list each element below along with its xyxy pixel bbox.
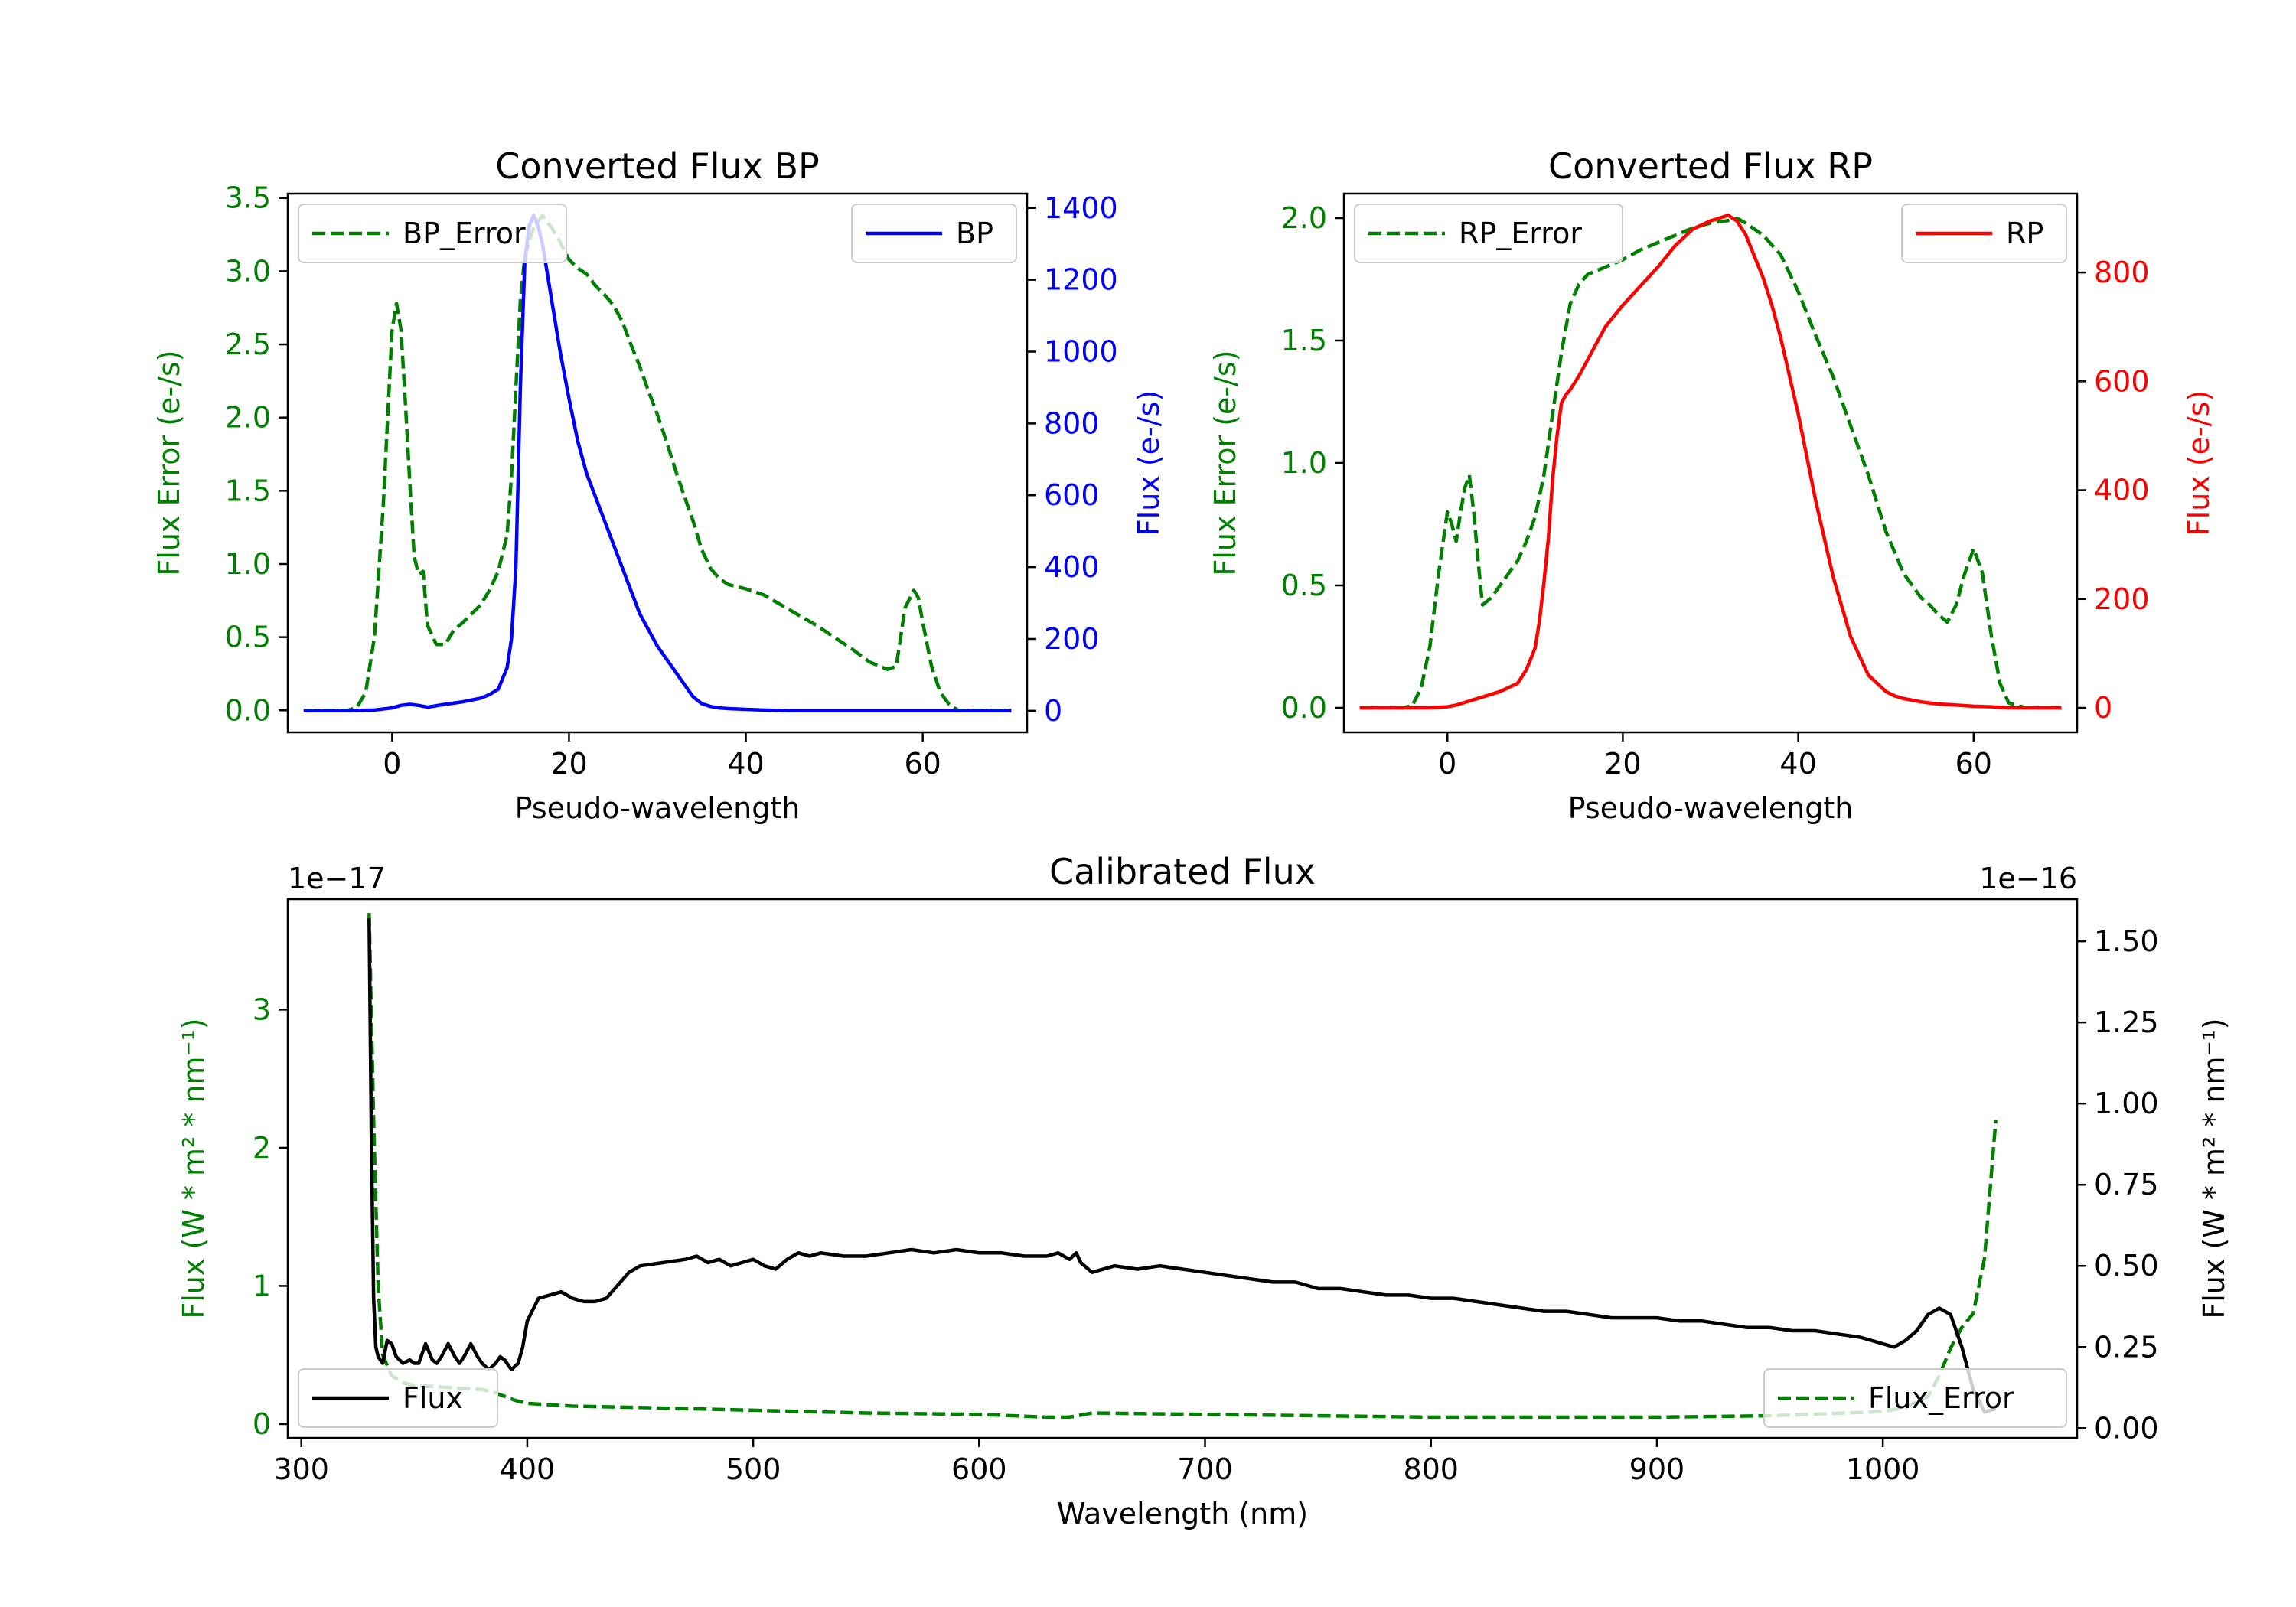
cal-xtick-label: 800 <box>1403 1452 1459 1486</box>
cal-xtick-label: 700 <box>1177 1452 1233 1486</box>
cal-ytick-left-label: 2 <box>253 1131 271 1165</box>
cal-x-axis-label: Wavelength (nm) <box>1057 1497 1308 1530</box>
rp-chart-title: Converted Flux RP <box>1548 145 1873 187</box>
cal-offset-left: 1e−17 <box>288 862 386 895</box>
bp-series-bp <box>303 213 1012 713</box>
cal-xtick-label: 400 <box>500 1452 556 1486</box>
bp-ytick-left-label: 1.5 <box>225 474 271 507</box>
cal-ytick-right-label: 1.00 <box>2094 1087 2159 1120</box>
bp-ytick-right-label: 1000 <box>1044 335 1118 369</box>
rp-legend-rp: RP <box>1901 204 2067 263</box>
bp-xtick-label: 20 <box>550 747 587 781</box>
rp-panel: 0 20 40 60 0.0 0.5 1.0 1.5 2.0 0 200 400 600 800 Conve… <box>1208 145 2216 825</box>
cal-xtick-label: 900 <box>1629 1452 1685 1486</box>
rp-y-axis-label-right: Flux (e-/s) <box>2182 390 2216 536</box>
bp-legend-box <box>298 204 567 263</box>
cal-ytick-right-label: 0.25 <box>2094 1330 2159 1364</box>
rp-ytick-right-label: 800 <box>2094 256 2150 289</box>
bp-axes-frame <box>286 192 1029 734</box>
rp-series-rp-error <box>1359 216 2062 710</box>
rp-y-axis-label-left: Flux Error (e-/s) <box>1208 350 1242 575</box>
bp-ytick-right-label: 1400 <box>1044 191 1118 225</box>
bp-ytick-left-label: 2.5 <box>225 328 271 361</box>
cal-legend-flux: Flux <box>298 1368 498 1428</box>
cal-ytick-left-label: 1 <box>253 1269 271 1302</box>
rp-ytick-left-label: 1.5 <box>1281 324 1327 357</box>
rp-ytick-left-label: 0.5 <box>1281 569 1327 602</box>
bp-ytick-left-label: 2.0 <box>225 401 271 435</box>
cal-legend-label: Flux_Error <box>1868 1381 2014 1415</box>
cal-ytick-right-label: 1.25 <box>2094 1006 2159 1039</box>
cal-ytick-right-label: 1.50 <box>2094 924 2159 958</box>
cal-ytick-right-label: 0.50 <box>2094 1249 2159 1283</box>
rp-legend-label: RP_Error <box>1459 217 1582 250</box>
cal-ytick-left-label: 0 <box>253 1407 271 1441</box>
bp-ytick-right-label: 800 <box>1044 406 1100 440</box>
bp-ytick-right-label: 600 <box>1044 478 1100 512</box>
bp-legend-label: BP_Error <box>403 217 526 250</box>
bp-chart-title: Converted Flux BP <box>495 145 820 187</box>
rp-xtick-label: 0 <box>1438 747 1456 781</box>
bp-xtick-label: 40 <box>727 747 764 781</box>
cal-y-axis-label-right: Flux (W * m² * nm⁻¹) <box>2197 1018 2231 1319</box>
rp-ytick-right-label: 0 <box>2094 691 2112 725</box>
bp-panel: 0 20 40 60 0.0 0.5 1.0 1.5 2.0 2.5 3.0 3.5 0 200 400 60… <box>152 145 1166 825</box>
cal-xtick-label: 500 <box>726 1452 781 1486</box>
rp-ytick-left-label: 0.0 <box>1281 691 1327 725</box>
rp-ytick-right-label: 200 <box>2094 582 2150 616</box>
cal-y-axis-label-left: Flux (W * m² * nm⁻¹) <box>177 1018 210 1319</box>
bp-legend-bp-error: BP_Error <box>298 204 567 263</box>
bp-ytick-left-label: 3.5 <box>225 181 271 215</box>
cal-offset-right: 1e−16 <box>1979 862 2077 895</box>
rp-legend-rp-error: RP_Error <box>1354 204 1623 263</box>
bp-y-axis-label-right: Flux (e-/s) <box>1132 390 1166 536</box>
bp-ytick-left-label: 3.0 <box>225 254 271 288</box>
bp-ytick-right-label: 0 <box>1044 694 1062 728</box>
cal-series-flux <box>367 918 1997 1414</box>
rp-legend-label: RP <box>2006 217 2043 250</box>
bp-xtick-label: 60 <box>904 747 941 781</box>
cal-legend-label: Flux <box>403 1381 463 1415</box>
bp-ytick-left-label: 1.0 <box>225 547 271 581</box>
cal-legend-box <box>1763 1368 2067 1428</box>
rp-x-axis-label: Pseudo-wavelength <box>1568 791 1854 825</box>
bp-ytick-left-label: 0.0 <box>225 693 271 727</box>
cal-ytick-right-label: 0.75 <box>2094 1168 2159 1201</box>
bp-xtick-label: 0 <box>383 747 401 781</box>
cal-xtick-label: 600 <box>951 1452 1007 1486</box>
rp-xtick-label: 20 <box>1604 747 1641 781</box>
cal-ytick-left-label: 3 <box>253 993 271 1026</box>
cal-xtick-label: 300 <box>273 1452 329 1486</box>
cal-ytick-right-label: 0.00 <box>2094 1411 2159 1445</box>
cal-axes-frame <box>286 898 2079 1439</box>
rp-ytick-right-label: 400 <box>2094 474 2150 507</box>
rp-xtick-label: 60 <box>1955 747 1992 781</box>
rp-legend-box <box>1354 204 1623 263</box>
bp-ytick-right-label: 400 <box>1044 550 1100 584</box>
bp-x-axis-label: Pseudo-wavelength <box>515 791 801 825</box>
bp-legend-label: BP <box>956 217 993 250</box>
rp-ytick-left-label: 2.0 <box>1281 201 1327 235</box>
cal-legend-flux-error: Flux_Error <box>1763 1368 2067 1428</box>
rp-series-rp <box>1359 214 2062 710</box>
rp-ytick-left-label: 1.0 <box>1281 446 1327 480</box>
cal-legend-box <box>298 1368 498 1428</box>
bp-ytick-right-label: 1200 <box>1044 263 1118 297</box>
cal-xtick-label: 1000 <box>1846 1452 1920 1486</box>
rp-xtick-label: 40 <box>1779 747 1816 781</box>
bp-series-bp-error <box>303 214 1012 712</box>
cal-chart-title: Calibrated Flux <box>1049 851 1316 892</box>
rp-ytick-right-label: 600 <box>2094 364 2150 398</box>
bp-legend-bp: BP <box>851 204 1017 263</box>
bp-y-axis-label-left: Flux Error (e-/s) <box>152 350 186 575</box>
bp-ytick-left-label: 0.5 <box>225 621 271 654</box>
calibrated-flux-panel: 300 400 500 600 700 800 900 1000 0 1 2 3 0.00 0.25 0.5… <box>177 851 2231 1530</box>
bp-ytick-right-label: 200 <box>1044 622 1100 656</box>
